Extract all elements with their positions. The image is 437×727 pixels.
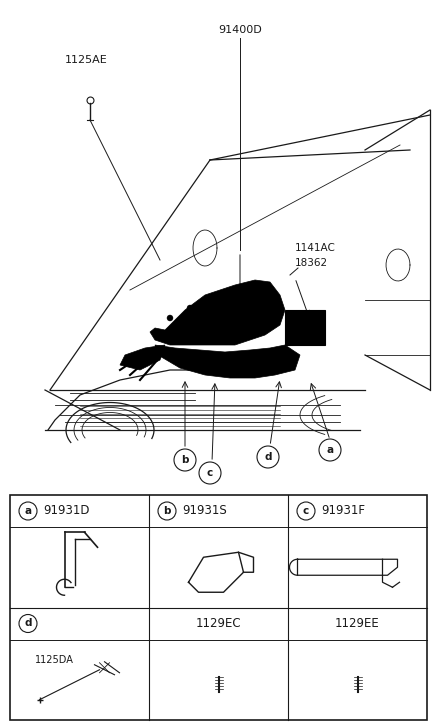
Circle shape xyxy=(19,502,37,520)
Circle shape xyxy=(209,659,228,677)
Text: b: b xyxy=(181,455,189,465)
Circle shape xyxy=(187,305,193,311)
Circle shape xyxy=(257,446,279,468)
Circle shape xyxy=(297,502,315,520)
Text: a: a xyxy=(24,506,31,516)
Text: d: d xyxy=(24,619,32,629)
Polygon shape xyxy=(120,345,165,370)
Circle shape xyxy=(247,285,253,291)
Circle shape xyxy=(265,287,271,293)
Text: 1129EE: 1129EE xyxy=(335,617,380,630)
Text: a: a xyxy=(326,445,333,455)
Text: 1129EC: 1129EC xyxy=(196,617,241,630)
Circle shape xyxy=(199,462,221,484)
Polygon shape xyxy=(155,345,300,378)
Circle shape xyxy=(167,315,173,321)
Polygon shape xyxy=(150,280,285,345)
Text: 91931S: 91931S xyxy=(182,505,227,518)
Circle shape xyxy=(207,297,213,303)
Circle shape xyxy=(174,449,196,471)
Text: 91931D: 91931D xyxy=(43,505,90,518)
Bar xyxy=(10,495,427,720)
Circle shape xyxy=(158,502,176,520)
Circle shape xyxy=(348,659,367,677)
Circle shape xyxy=(19,614,37,632)
Circle shape xyxy=(319,439,341,461)
Text: d: d xyxy=(264,452,272,462)
Text: 18362: 18362 xyxy=(295,258,328,268)
Circle shape xyxy=(227,290,233,296)
Text: 1125AE: 1125AE xyxy=(65,55,108,65)
Circle shape xyxy=(97,661,111,675)
Text: c: c xyxy=(303,506,309,516)
Text: 1141AC: 1141AC xyxy=(295,243,336,253)
Text: 91931F: 91931F xyxy=(321,505,365,518)
Circle shape xyxy=(35,695,45,704)
Text: 1125DA: 1125DA xyxy=(35,655,73,664)
Bar xyxy=(285,310,325,345)
Text: c: c xyxy=(207,468,213,478)
Text: 91400D: 91400D xyxy=(218,25,262,35)
Text: b: b xyxy=(163,506,171,516)
